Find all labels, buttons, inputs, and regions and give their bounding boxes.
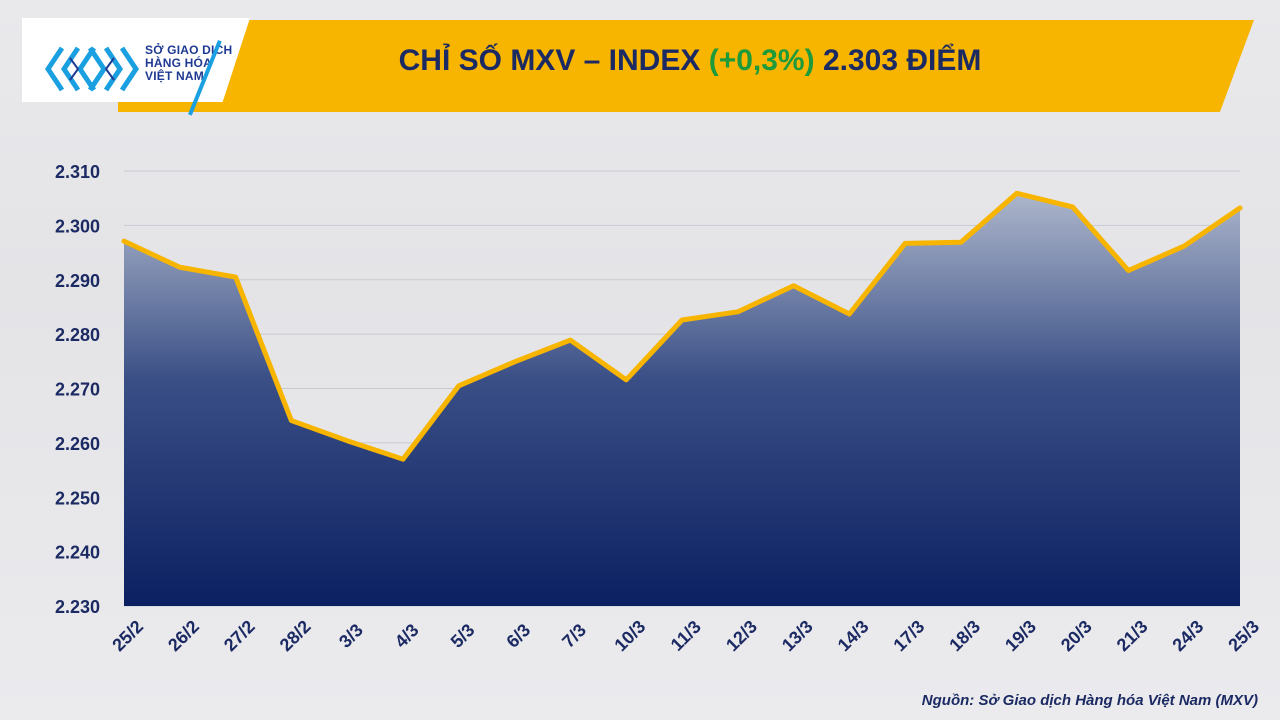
logo-line-2: HÀNG HÓA: [145, 56, 212, 70]
x-tick-label: 21/3: [1113, 616, 1152, 655]
logo-line-3: VIỆT NAM: [145, 69, 204, 83]
x-tick-label: 27/2: [220, 616, 259, 655]
y-tick-label: 2.240: [55, 543, 100, 563]
x-tick-label: 24/3: [1168, 616, 1207, 655]
x-tick-label: 3/3: [335, 620, 367, 652]
source-note: Nguồn: Sở Giao dịch Hàng hóa Việt Nam (M…: [921, 692, 1258, 709]
series-line: [121, 190, 1243, 462]
x-tick-label: 17/3: [889, 616, 928, 655]
x-tick-label: 5/3: [447, 620, 479, 652]
y-tick-label: 2.270: [55, 380, 100, 400]
chart-title: CHỈ SỐ MXV – INDEX (+0,3%) 2.303 ĐIỂM: [280, 44, 1100, 78]
logo-mark-icon: [44, 46, 140, 92]
area-fill: [124, 193, 1240, 606]
x-tick-label: 18/3: [945, 616, 984, 655]
logo-line-1: SỞ GIAO DỊCH: [145, 43, 233, 57]
x-tick-label: 7/3: [558, 620, 590, 652]
x-tick-label: 28/2: [276, 616, 315, 655]
y-tick-label: 2.230: [55, 597, 100, 617]
x-tick-label: 11/3: [667, 617, 705, 655]
x-tick-label: 6/3: [502, 620, 534, 652]
y-tick-label: 2.300: [55, 216, 100, 236]
x-tick-label: 25/2: [108, 616, 147, 655]
x-tick-label: 10/3: [610, 616, 649, 655]
x-tick-label: 4/3: [391, 620, 423, 652]
title-suffix: 2.303 ĐIỂM: [814, 44, 982, 77]
title-banner: [118, 20, 1254, 112]
y-tick-label: 2.260: [55, 434, 100, 454]
y-tick-label: 2.250: [55, 488, 100, 508]
title-change: (+0,3%): [708, 44, 815, 77]
y-tick-label: 2.290: [55, 271, 100, 291]
y-tick-label: 2.280: [55, 325, 100, 345]
x-tick-label: 13/3: [778, 616, 817, 655]
x-tick-label: 26/2: [164, 616, 203, 655]
x-tick-label: 25/3: [1224, 616, 1263, 655]
x-tick-label: 19/3: [1001, 616, 1040, 655]
x-tick-label: 20/3: [1057, 616, 1096, 655]
x-tick-label: 12/3: [722, 616, 761, 655]
y-tick-label: 2.310: [55, 162, 100, 182]
logo-text: SỞ GIAO DỊCH HÀNG HÓA VIỆT NAM: [145, 44, 232, 83]
x-tick-label: 14/3: [834, 616, 873, 655]
title-prefix: CHỈ SỐ MXV – INDEX: [398, 44, 709, 77]
